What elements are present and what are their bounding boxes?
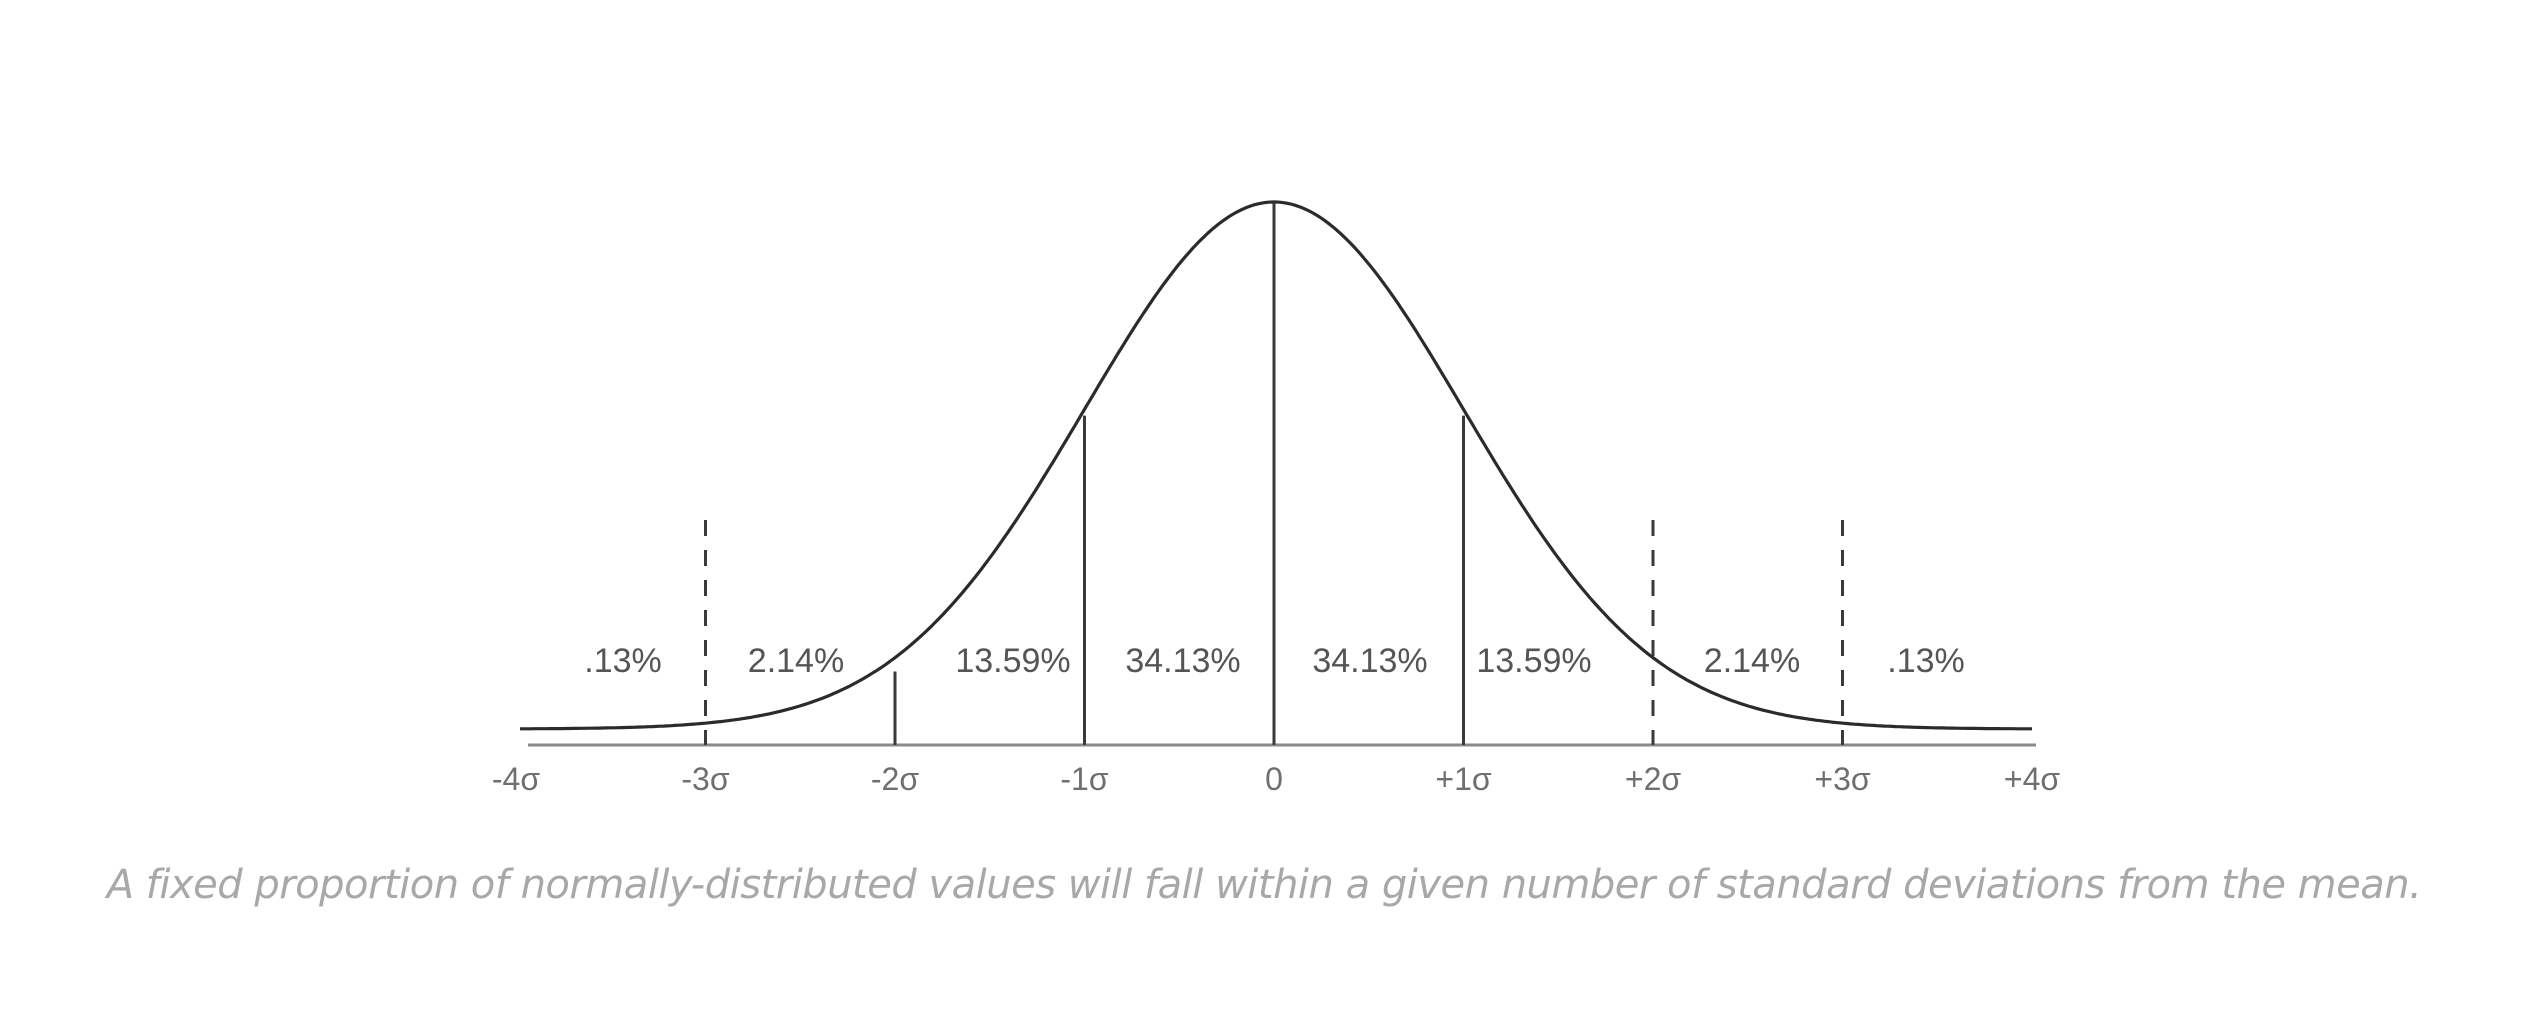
bell-curve-line	[520, 200, 2032, 731]
region-labels: .13% 2.14% 13.59% 34.13% 34.13% 13.59% 2.14% .1…	[584, 642, 1965, 680]
region-label-4: 34.13%	[1312, 642, 1427, 680]
bell-curve	[520, 200, 2032, 731]
region-label-0: .13%	[584, 642, 662, 680]
x-tick-label-5: +1σ	[1435, 761, 1491, 797]
x-tick-labels: -4σ -3σ -2σ -1σ 0 +1σ +2σ +3σ +4σ	[492, 761, 2060, 797]
x-tick-label-2: -2σ	[871, 761, 919, 797]
region-label-5: 13.59%	[1476, 642, 1591, 680]
region-label-1: 2.14%	[748, 642, 844, 680]
region-label-2: 13.59%	[955, 642, 1070, 680]
sigma-boundaries	[704, 202, 1844, 745]
x-tick-label-6: +2σ	[1625, 761, 1681, 797]
x-tick-label-7: +3σ	[1814, 761, 1870, 797]
region-label-7: .13%	[1887, 642, 1965, 680]
x-tick-label-1: -3σ	[681, 761, 729, 797]
x-tick-label-8: +4σ	[2004, 761, 2060, 797]
x-tick-label-4: 0	[1265, 761, 1283, 797]
x-tick-label-0: -4σ	[492, 761, 540, 797]
region-label-3: 34.13%	[1125, 642, 1240, 680]
region-label-6: 2.14%	[1704, 642, 1800, 680]
x-tick-label-3: -1σ	[1060, 761, 1108, 797]
caption: A fixed proportion of normally-distribut…	[106, 862, 2422, 908]
